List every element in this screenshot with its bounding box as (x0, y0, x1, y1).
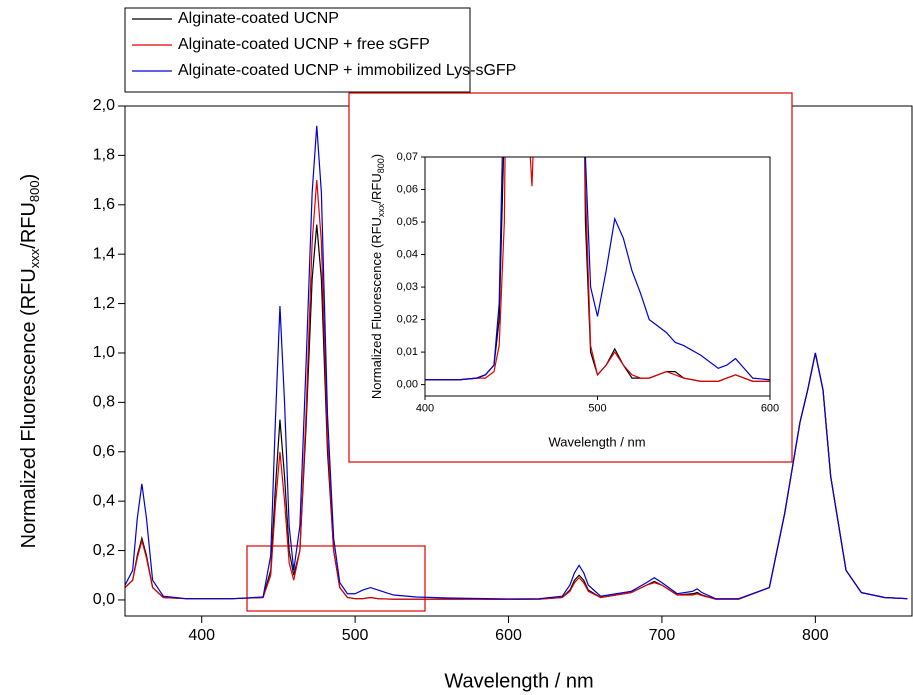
series-line (425, 157, 770, 381)
legend-label: Alginate-coated UCNP (178, 10, 339, 27)
x-tick-label: 800 (802, 627, 829, 644)
y-tick-label: 0,2 (93, 542, 115, 559)
y-tick-label: 0,6 (93, 443, 115, 460)
y-tick-label: 0,4 (93, 492, 115, 509)
y-axis-title: Normalized Fluorescence (RFUxxx/RFU800) (369, 154, 386, 399)
subscript: xxx (376, 203, 386, 217)
zoom-region (246, 545, 426, 612)
series-line (425, 157, 770, 382)
y-axis-title: Normalized Fluorescence (RFUxxx/RFU800) (18, 174, 42, 549)
x-tick-label: 400 (416, 403, 434, 415)
x-axis-title: Wavelength / nm (548, 434, 645, 449)
y-tick-label: 0,0 (93, 591, 115, 608)
subscript: xxx (27, 248, 42, 268)
inset-frame (348, 92, 793, 463)
y-tick-label: 0,04 (397, 248, 418, 260)
x-tick-label: 400 (188, 627, 215, 644)
series-line (125, 125, 908, 600)
legend-box (124, 7, 471, 93)
y-tick-label: 0,8 (93, 394, 115, 411)
label-part: /RFU (18, 202, 40, 249)
y-tick-label: 0,01 (397, 346, 418, 358)
y-tick-label: 0,03 (397, 281, 418, 293)
y-tick-label: 0,00 (397, 379, 418, 391)
subscript: 800 (27, 180, 42, 202)
y-tick-label: 1,2 (93, 295, 115, 312)
x-tick-label: 600 (761, 403, 779, 415)
y-tick-label: 0,02 (397, 313, 418, 325)
label-part: ) (18, 174, 40, 181)
label-part: Normalized Fluorescence (RFU (369, 217, 384, 399)
x-tick-label: 500 (342, 627, 369, 644)
y-tick-label: 0,07 (397, 151, 418, 163)
y-tick-label: 1,4 (93, 245, 115, 262)
y-tick-label: 1,0 (93, 344, 115, 361)
legend-label: Alginate-coated UCNP + free sGFP (178, 36, 430, 53)
label-part: ) (369, 154, 384, 158)
y-tick-label: 2,0 (93, 97, 115, 114)
x-tick-label: 600 (495, 627, 522, 644)
y-tick-label: 1,8 (93, 147, 115, 164)
x-tick-label: 500 (588, 403, 606, 415)
y-tick-label: 0,06 (397, 183, 418, 195)
x-axis-title: Wavelength / nm (444, 670, 593, 692)
label-part: /RFU (369, 173, 384, 203)
label-part: Normalized Fluorescence (RFU (18, 268, 40, 548)
legend-label: Alginate-coated UCNP + immobilized Lys-s… (178, 62, 516, 79)
subscript: 800 (376, 158, 386, 173)
y-tick-label: 1,6 (93, 196, 115, 213)
y-tick-label: 0,05 (397, 216, 418, 228)
x-tick-label: 700 (649, 627, 676, 644)
